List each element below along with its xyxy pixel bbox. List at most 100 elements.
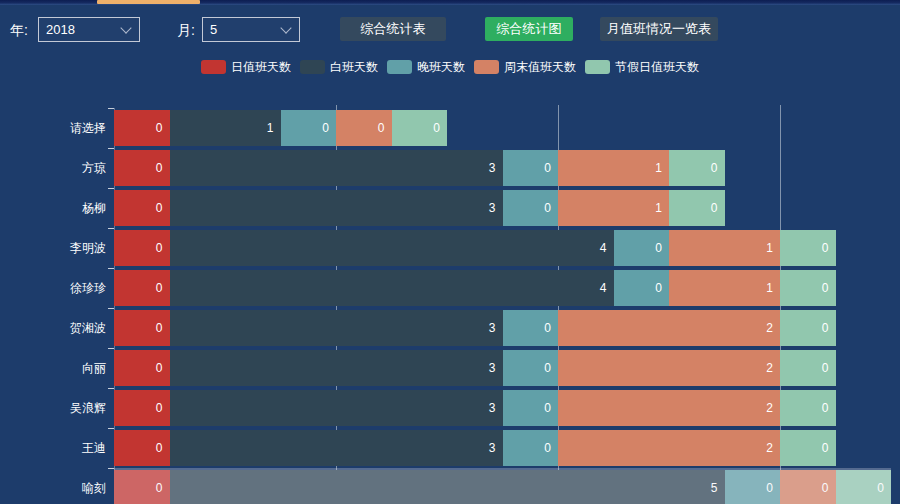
legend-label: 晚班天数 xyxy=(417,60,465,74)
bar-segment[interactable]: 0 xyxy=(780,390,836,426)
toolbar: 年: 2018 月: 5 综合统计表 综合统计图 月值班情况一览表 xyxy=(0,17,900,43)
segment-value-label: 1 xyxy=(655,150,662,186)
bar-segment[interactable]: 0 xyxy=(503,310,559,346)
chevron-down-icon xyxy=(120,22,131,33)
bar-segment[interactable]: 1 xyxy=(558,190,669,226)
bar-segment[interactable]: 0 xyxy=(780,270,836,306)
segment-value-label: 0 xyxy=(822,430,829,466)
bar-segment[interactable]: 0 xyxy=(503,150,559,186)
year-select[interactable]: 2018 xyxy=(38,17,140,42)
bar-segment[interactable]: 0 xyxy=(780,230,836,266)
monthly-duty-overview-button[interactable]: 月值班情况一览表 xyxy=(600,17,718,41)
year-label: 年: xyxy=(10,17,28,43)
segment-value-label: 0 xyxy=(544,190,551,226)
legend-item[interactable]: 白班天数 xyxy=(300,60,378,74)
y-axis-tick xyxy=(108,228,114,229)
bar-segment[interactable]: 0 xyxy=(114,150,170,186)
legend-item[interactable]: 晚班天数 xyxy=(387,60,465,74)
bar-segment[interactable]: 0 xyxy=(780,350,836,386)
bar-segment[interactable]: 0 xyxy=(281,110,337,146)
y-axis-category-label: 向丽 xyxy=(0,348,106,388)
segment-value-label: 2 xyxy=(766,390,773,426)
bar-segment[interactable]: 4 xyxy=(170,270,614,306)
segment-value-label: 0 xyxy=(544,390,551,426)
hover-highlight-band xyxy=(114,468,891,504)
legend-item[interactable]: 周末值班天数 xyxy=(474,60,576,74)
segment-value-label: 0 xyxy=(156,430,163,466)
bar-segment[interactable]: 0 xyxy=(114,230,170,266)
bar-segment[interactable]: 3 xyxy=(170,310,503,346)
bar-segment[interactable]: 0 xyxy=(114,350,170,386)
bar-segment[interactable]: 0 xyxy=(669,150,725,186)
segment-value-label: 0 xyxy=(156,390,163,426)
segment-value-label: 0 xyxy=(544,430,551,466)
bar-segment[interactable]: 3 xyxy=(170,190,503,226)
segment-value-label: 0 xyxy=(156,350,163,386)
bar-segment[interactable]: 0 xyxy=(780,310,836,346)
bar-segment[interactable]: 3 xyxy=(170,390,503,426)
bar-row: 03010 xyxy=(114,190,725,226)
segment-value-label: 0 xyxy=(433,110,440,146)
y-axis-category-label: 李明波 xyxy=(0,228,106,268)
bar-segment[interactable]: 0 xyxy=(114,430,170,466)
bar-segment[interactable]: 0 xyxy=(114,390,170,426)
bar-segment[interactable]: 3 xyxy=(170,350,503,386)
bar-segment[interactable]: 3 xyxy=(170,430,503,466)
bar-segment[interactable]: 2 xyxy=(558,310,780,346)
bar-row: 04010 xyxy=(114,230,836,266)
bar-segment[interactable]: 0 xyxy=(503,190,559,226)
top-scrollbar-thumb[interactable] xyxy=(97,0,200,4)
bar-segment[interactable]: 2 xyxy=(558,350,780,386)
segment-value-label: 0 xyxy=(544,310,551,346)
y-axis-tick xyxy=(108,388,114,389)
bar-segment[interactable]: 1 xyxy=(558,150,669,186)
segment-value-label: 0 xyxy=(322,110,329,146)
segment-value-label: 0 xyxy=(822,350,829,386)
bar-segment[interactable]: 0 xyxy=(114,310,170,346)
y-axis-tick xyxy=(108,308,114,309)
summary-chart-button[interactable]: 综合统计图 xyxy=(485,17,573,41)
bar-segment[interactable]: 1 xyxy=(669,230,780,266)
segment-value-label: 0 xyxy=(156,110,163,146)
segment-value-label: 3 xyxy=(489,430,496,466)
y-axis-category-label: 请选择 xyxy=(0,108,106,148)
bar-segment[interactable]: 0 xyxy=(503,390,559,426)
bar-segment[interactable]: 0 xyxy=(336,110,392,146)
bar-segment[interactable]: 4 xyxy=(170,230,614,266)
legend-label: 节假日值班天数 xyxy=(615,60,699,74)
bar-segment[interactable]: 0 xyxy=(669,190,725,226)
bar-segment[interactable]: 0 xyxy=(614,230,670,266)
bar-segment[interactable]: 0 xyxy=(114,190,170,226)
segment-value-label: 0 xyxy=(156,270,163,306)
bar-segment[interactable]: 1 xyxy=(170,110,281,146)
summary-table-button[interactable]: 综合统计表 xyxy=(340,17,446,41)
bar-segment[interactable]: 0 xyxy=(114,110,170,146)
segment-value-label: 1 xyxy=(655,190,662,226)
legend-swatch-icon xyxy=(474,60,499,74)
segment-value-label: 2 xyxy=(766,310,773,346)
bar-row: 03010 xyxy=(114,150,725,186)
bar-segment[interactable]: 0 xyxy=(780,430,836,466)
bar-segment[interactable]: 0 xyxy=(614,270,670,306)
segment-value-label: 0 xyxy=(156,310,163,346)
y-axis-tick xyxy=(108,268,114,269)
legend-item[interactable]: 节假日值班天数 xyxy=(585,60,699,74)
bar-segment[interactable]: 3 xyxy=(170,150,503,186)
bar-segment[interactable]: 0 xyxy=(392,110,448,146)
segment-value-label: 3 xyxy=(489,150,496,186)
bar-segment[interactable]: 2 xyxy=(558,430,780,466)
legend-item[interactable]: 日值班天数 xyxy=(201,60,291,74)
bar-segment[interactable]: 2 xyxy=(558,390,780,426)
bar-segment[interactable]: 0 xyxy=(503,430,559,466)
bar-row: 03020 xyxy=(114,350,836,386)
bar-segment[interactable]: 0 xyxy=(114,270,170,306)
y-axis-category-label: 方琼 xyxy=(0,148,106,188)
bar-segment[interactable]: 1 xyxy=(669,270,780,306)
bar-segment[interactable]: 0 xyxy=(503,350,559,386)
segment-value-label: 0 xyxy=(822,390,829,426)
y-axis-tick xyxy=(108,348,114,349)
legend-swatch-icon xyxy=(201,60,226,74)
legend-label: 日值班天数 xyxy=(231,60,291,74)
app-window: 年: 2018 月: 5 综合统计表 综合统计图 月值班情况一览表 日值班天数白… xyxy=(0,0,900,504)
month-select[interactable]: 5 xyxy=(202,17,300,42)
